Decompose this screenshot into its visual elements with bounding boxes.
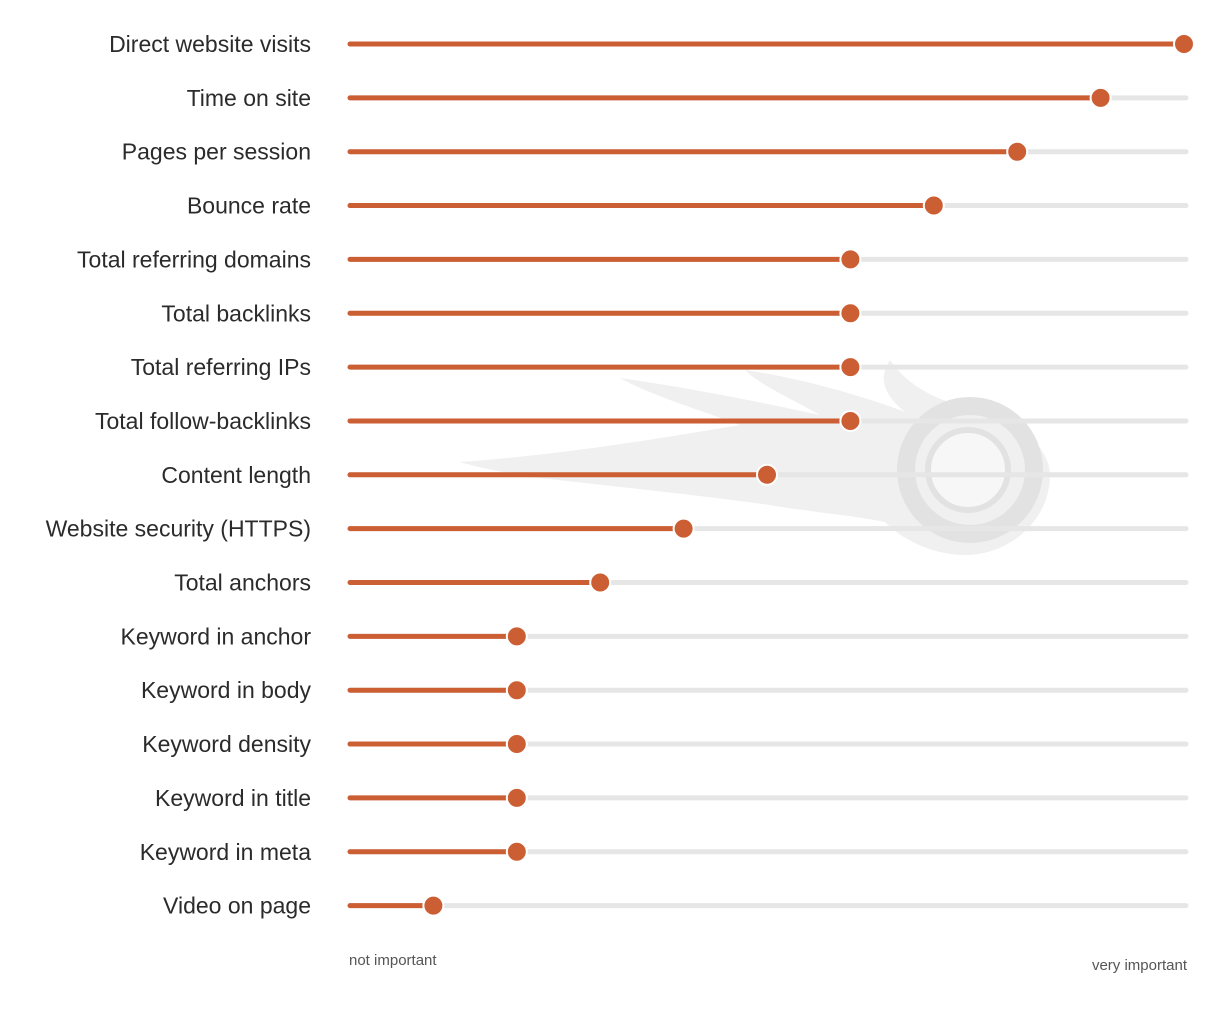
category-label: Keyword in title — [155, 785, 311, 811]
chart-row: Direct website visits — [109, 31, 1195, 57]
chart-row: Keyword in body — [141, 677, 1189, 703]
category-label: Direct website visits — [109, 31, 311, 57]
category-label: Total anchors — [174, 570, 311, 596]
value-marker — [839, 302, 862, 325]
category-label: Keyword in meta — [140, 839, 312, 865]
category-label: Bounce rate — [187, 193, 311, 219]
scale-max-label: very important — [1092, 957, 1188, 974]
chart-row: Bounce rate — [187, 193, 1189, 219]
chart-row: Time on site — [187, 85, 1189, 111]
chart-row: Keyword in anchor — [121, 623, 1189, 649]
category-label: Total follow-backlinks — [95, 408, 311, 434]
category-label: Time on site — [187, 85, 311, 111]
value-marker — [505, 840, 528, 863]
chart-row: Video on page — [163, 893, 1189, 919]
chart-row: Total referring IPs — [131, 354, 1189, 380]
value-marker — [922, 194, 945, 217]
value-marker — [839, 248, 862, 271]
category-label: Total referring domains — [77, 246, 311, 272]
value-marker — [589, 571, 612, 594]
category-label: Keyword in body — [141, 677, 312, 703]
category-label: Content length — [161, 462, 311, 488]
value-marker — [1089, 86, 1112, 109]
chart-row: Keyword in title — [155, 785, 1189, 811]
category-label: Total referring IPs — [131, 354, 311, 380]
value-marker — [839, 356, 862, 379]
value-marker — [839, 409, 862, 432]
category-label: Keyword density — [142, 731, 311, 757]
chart-row: Total referring domains — [77, 246, 1189, 272]
category-label: Total backlinks — [161, 300, 311, 326]
chart-row: Keyword density — [142, 731, 1189, 757]
scale-min-label: not important — [349, 952, 437, 969]
category-label: Keyword in anchor — [121, 623, 312, 649]
value-marker — [1173, 33, 1195, 55]
value-marker — [756, 463, 778, 486]
watermark-logo — [460, 360, 1050, 555]
value-marker — [505, 679, 528, 702]
category-label: Pages per session — [122, 139, 311, 165]
value-marker — [505, 625, 528, 648]
chart-rows: Direct website visits Time on site Pages p… — [46, 31, 1195, 919]
category-label: Video on page — [163, 893, 311, 919]
chart-row: Total follow-backlinks — [95, 408, 1189, 434]
value-marker — [505, 733, 528, 756]
chart-row: Pages per session — [122, 139, 1189, 165]
value-marker — [422, 894, 445, 917]
chart-row: Content length — [161, 462, 1189, 488]
chart-row: Total backlinks — [161, 300, 1189, 326]
chart-row: Keyword in meta — [140, 839, 1189, 865]
chart-row: Website security (HTTPS) — [46, 516, 1189, 542]
category-label: Website security (HTTPS) — [46, 516, 311, 542]
chart-row: Total anchors — [174, 570, 1189, 596]
value-marker — [1006, 140, 1029, 163]
value-marker — [672, 517, 695, 540]
value-marker — [505, 786, 528, 809]
